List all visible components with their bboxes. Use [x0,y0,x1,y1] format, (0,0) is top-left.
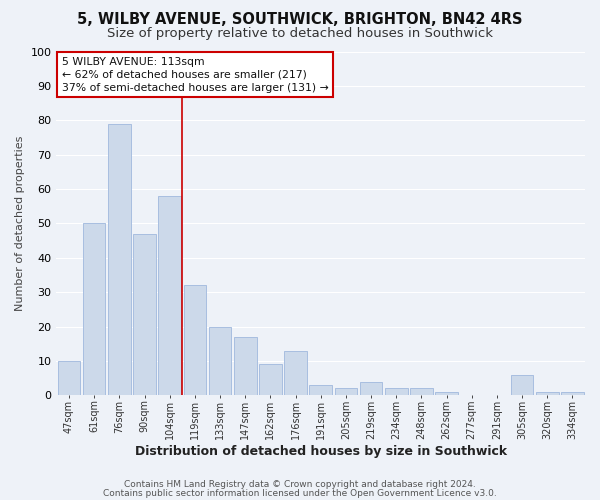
Text: Size of property relative to detached houses in Southwick: Size of property relative to detached ho… [107,28,493,40]
Bar [108,124,131,396]
Bar [335,388,357,396]
Bar [511,374,533,396]
Bar [284,350,307,396]
Bar [561,392,584,396]
Bar [209,326,232,396]
X-axis label: Distribution of detached houses by size in Southwick: Distribution of detached houses by size … [134,444,507,458]
Bar [234,337,257,396]
Text: 5 WILBY AVENUE: 113sqm
← 62% of detached houses are smaller (217)
37% of semi-de: 5 WILBY AVENUE: 113sqm ← 62% of detached… [62,56,328,93]
Bar [360,382,382,396]
Bar [435,392,458,396]
Bar [158,196,181,396]
Bar [385,388,407,396]
Bar [259,364,281,396]
Bar [536,392,559,396]
Text: 5, WILBY AVENUE, SOUTHWICK, BRIGHTON, BN42 4RS: 5, WILBY AVENUE, SOUTHWICK, BRIGHTON, BN… [77,12,523,28]
Y-axis label: Number of detached properties: Number of detached properties [15,136,25,311]
Text: Contains HM Land Registry data © Crown copyright and database right 2024.: Contains HM Land Registry data © Crown c… [124,480,476,489]
Bar [58,361,80,396]
Bar [83,224,106,396]
Bar [410,388,433,396]
Bar [133,234,156,396]
Bar [310,385,332,396]
Text: Contains public sector information licensed under the Open Government Licence v3: Contains public sector information licen… [103,488,497,498]
Bar [184,286,206,396]
